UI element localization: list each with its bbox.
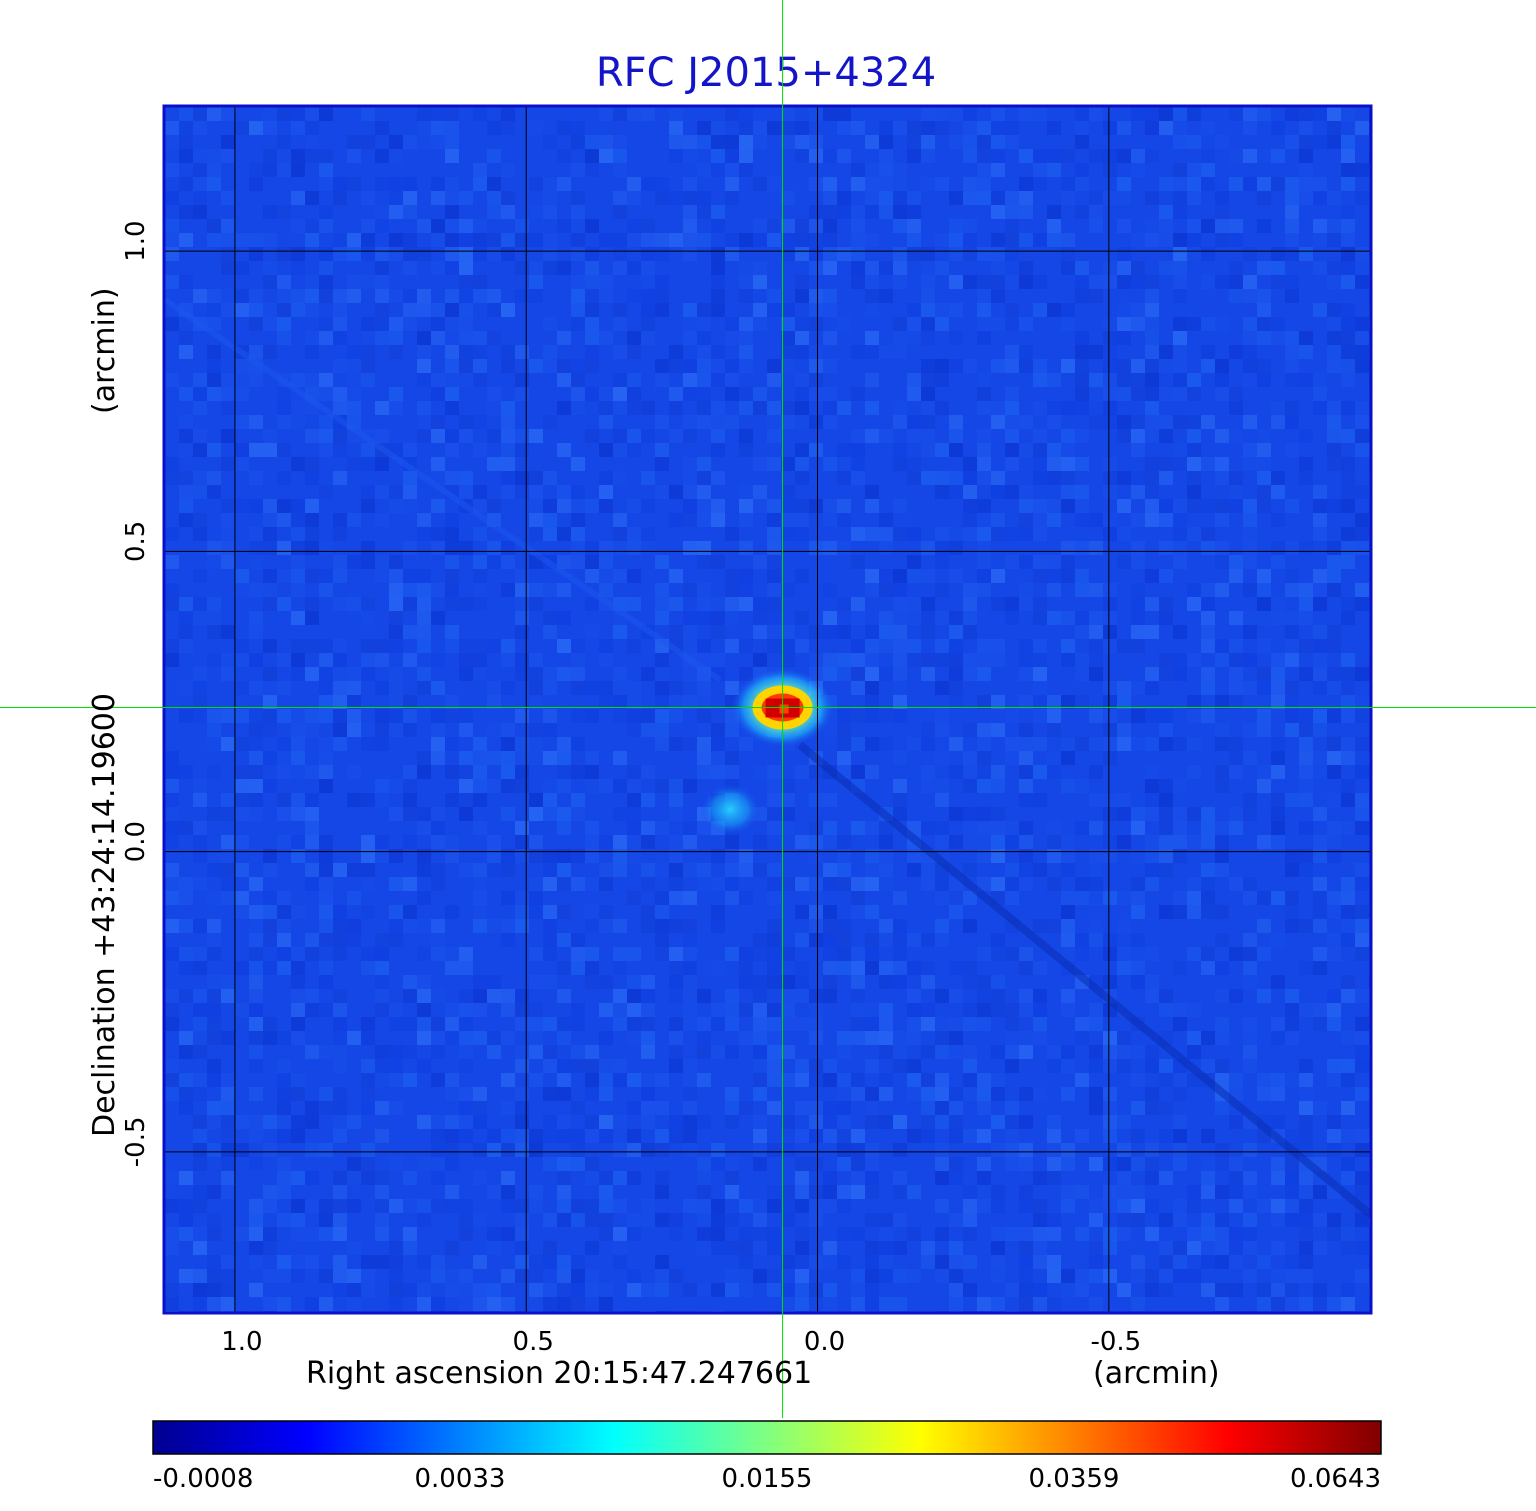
grid-lines bbox=[165, 107, 1371, 1314]
chart-title: RFC J2015+4324 bbox=[596, 50, 936, 96]
y-axis-unit: (arcmin) bbox=[87, 287, 122, 414]
sidelobe-streak-faint bbox=[165, 297, 722, 683]
y-tick-labels: 1.0 0.5 0.0 -0.5 bbox=[121, 220, 151, 1167]
colorbar-tick-label: 0.0359 bbox=[1029, 1464, 1120, 1494]
y-tick-label: -0.5 bbox=[121, 1116, 151, 1167]
source-secondary bbox=[700, 783, 761, 836]
source-primary-peak-pixel bbox=[779, 704, 789, 714]
x-tick-label: -0.5 bbox=[1090, 1327, 1141, 1357]
y-tick-label: 0.0 bbox=[121, 821, 151, 862]
plot-frame bbox=[162, 104, 1373, 1315]
x-tick-label: 0.0 bbox=[804, 1327, 845, 1357]
x-tick-labels: 1.0 0.5 0.0 -0.5 bbox=[221, 1327, 1141, 1357]
x-axis-label: Right ascension 20:15:47.247661 bbox=[306, 1356, 812, 1391]
y-tick-label: 1.0 bbox=[121, 220, 151, 261]
x-tick-label: 1.0 bbox=[221, 1327, 262, 1357]
x-axis-unit: (arcmin) bbox=[1093, 1356, 1220, 1391]
crosshair bbox=[0, 0, 1536, 1418]
colorbar-tick-label: 0.0155 bbox=[722, 1464, 813, 1494]
colorbar-tick-label: 0.0643 bbox=[1290, 1464, 1381, 1494]
colorbar bbox=[152, 1420, 1382, 1455]
x-tick-label: 0.5 bbox=[513, 1327, 554, 1357]
colorbar-tick-labels: -0.0008 0.0033 0.0155 0.0359 0.0643 bbox=[153, 1464, 1381, 1494]
colorbar-tick-label: 0.0033 bbox=[415, 1464, 506, 1494]
image-noise bbox=[165, 107, 1371, 1314]
colorbar-tick-label: -0.0008 bbox=[153, 1464, 253, 1494]
y-axis-label: Declination +43:24:14.19600 bbox=[87, 693, 122, 1137]
y-tick-label: 0.5 bbox=[121, 521, 151, 562]
sidelobe-streak bbox=[797, 741, 1371, 1219]
